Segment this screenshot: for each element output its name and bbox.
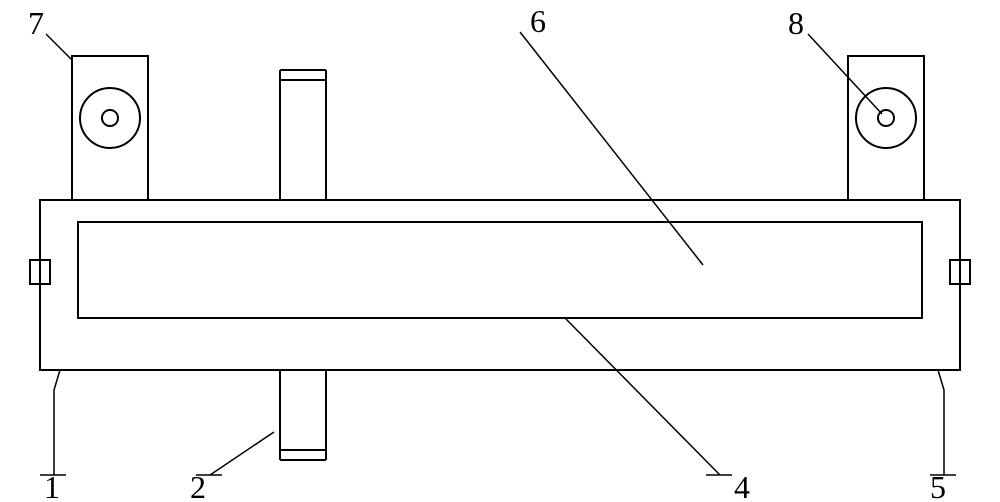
left-wheel-inner	[102, 110, 118, 126]
leader-l7	[46, 34, 72, 60]
label-l1: 1	[44, 469, 60, 502]
label-l4: 4	[734, 469, 750, 502]
right-bracket	[848, 56, 924, 200]
right-wheel-outer	[856, 88, 916, 148]
label-l8: 8	[788, 5, 804, 41]
label-l5: 5	[930, 469, 946, 502]
outer-frame	[40, 200, 960, 370]
leader-l8	[808, 34, 882, 114]
left-bracket	[72, 56, 148, 200]
label-l2: 2	[190, 469, 206, 502]
label-l6: 6	[530, 3, 546, 39]
label-l7: 7	[28, 5, 44, 41]
leader-l2	[210, 432, 274, 475]
leader-l1	[54, 370, 60, 475]
leader-l5	[938, 370, 944, 475]
left-wheel-outer	[80, 88, 140, 148]
